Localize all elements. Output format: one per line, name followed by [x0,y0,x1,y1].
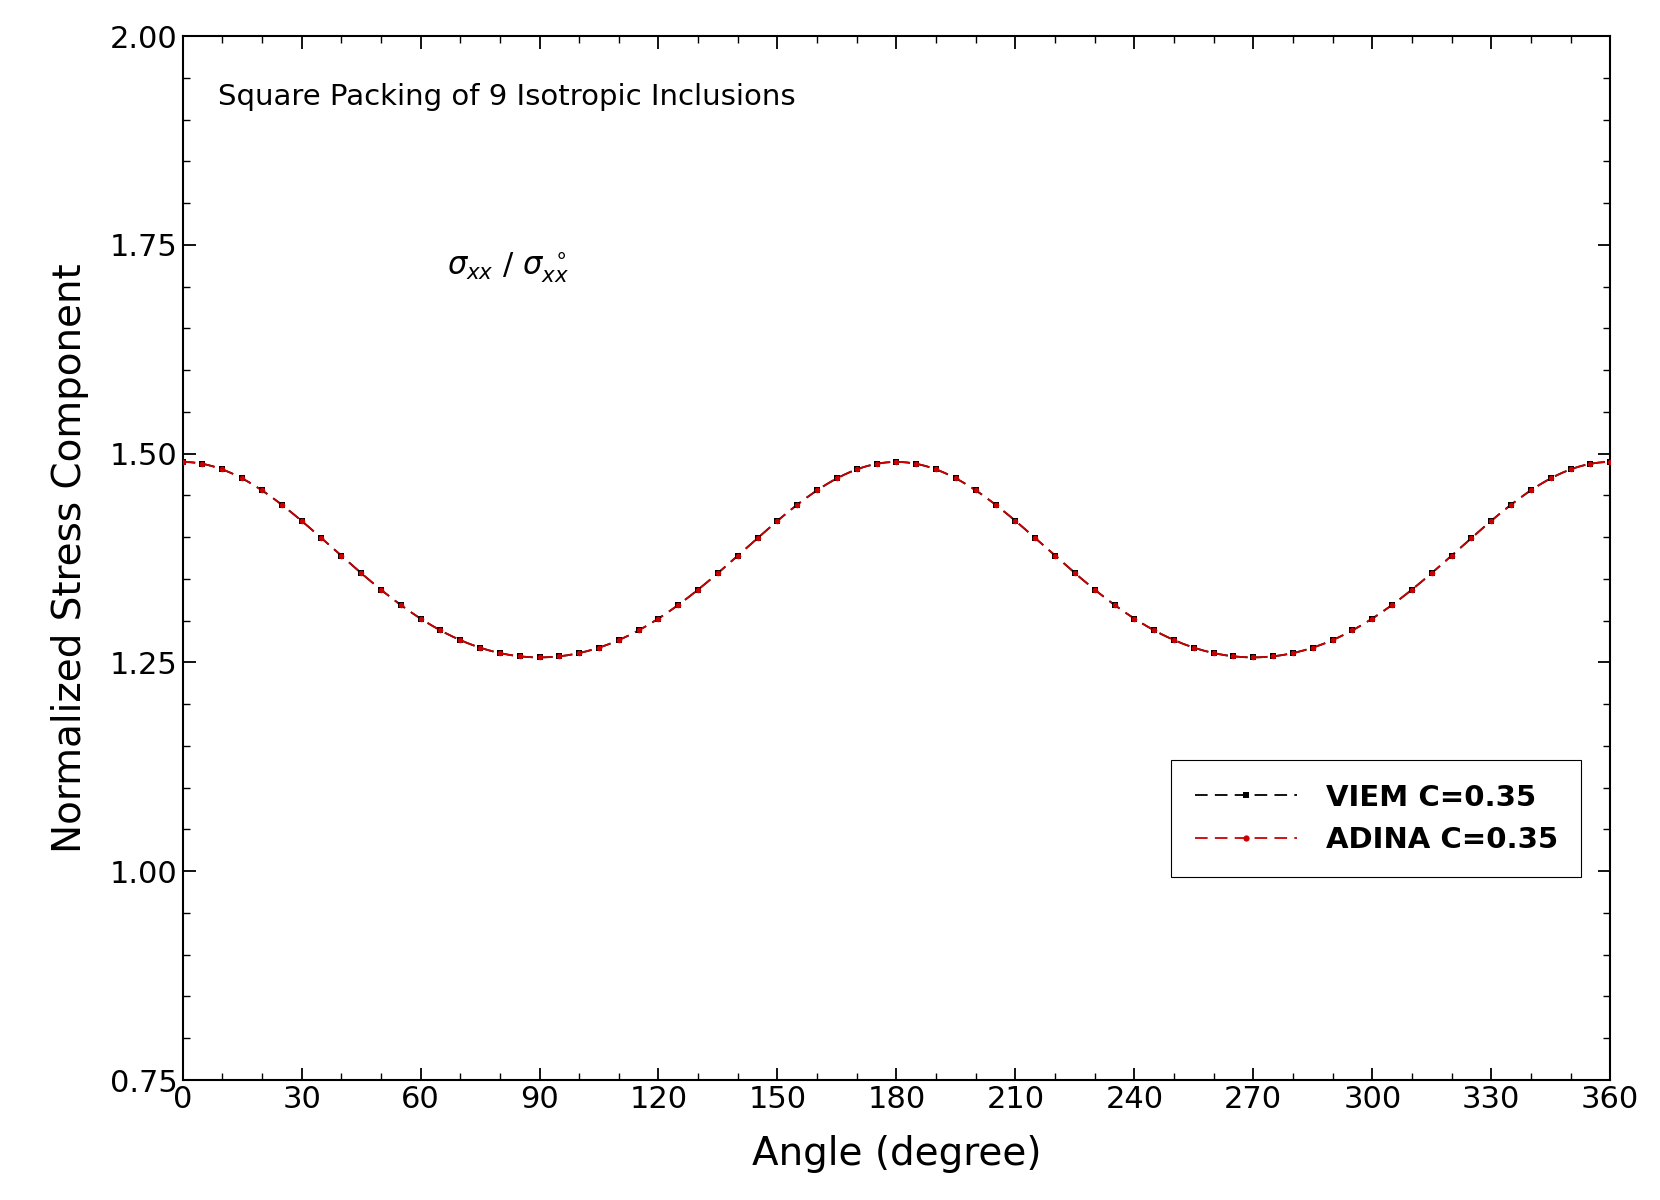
Y-axis label: Normalized Stress Component: Normalized Stress Component [51,263,90,853]
Text: Square Packing of 9 Isotropic Inclusions: Square Packing of 9 Isotropic Inclusions [219,83,795,110]
Legend: VIEM C=0.35, ADINA C=0.35: VIEM C=0.35, ADINA C=0.35 [1172,761,1582,877]
Text: $\sigma_{xx}\ /\ \sigma_{xx}^{\ \circ}$: $\sigma_{xx}\ /\ \sigma_{xx}^{\ \circ}$ [447,250,569,284]
X-axis label: Angle (degree): Angle (degree) [752,1135,1041,1172]
